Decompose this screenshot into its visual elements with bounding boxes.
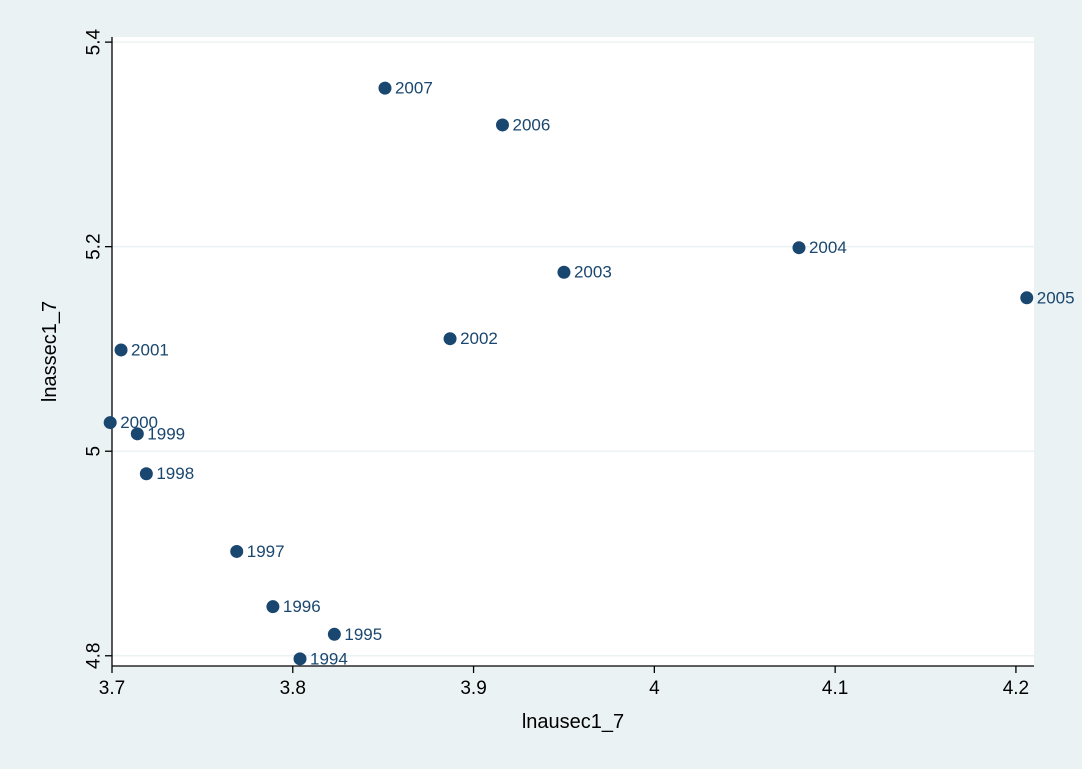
y-axis-ticks: 4.8 5 5.2 5.4 [84, 28, 112, 669]
point-label-2000: 2000 [120, 413, 158, 432]
data-point-2005 [1020, 291, 1034, 305]
data-point-2000 [103, 416, 117, 430]
data-point-2002 [443, 332, 457, 346]
y-tick-label: 5 [84, 446, 105, 457]
x-tick-label: 3.8 [280, 678, 306, 699]
point-label-1994: 1994 [310, 649, 348, 668]
data-point-1996 [266, 600, 280, 614]
point-label-2001: 2001 [131, 340, 169, 359]
data-point-2006 [495, 118, 509, 132]
x-tick-label: 3.9 [460, 678, 486, 699]
point-label-2002: 2002 [460, 329, 498, 348]
data-point-1999 [130, 427, 144, 441]
point-label-1996: 1996 [283, 597, 321, 616]
x-tick-label: 4.1 [822, 678, 848, 699]
point-label-2006: 2006 [512, 115, 550, 134]
x-axis-title: lnausec1_7 [522, 711, 624, 733]
y-tick-label: 5.2 [84, 233, 105, 259]
data-point-1994 [293, 652, 307, 666]
point-label-2007: 2007 [395, 79, 433, 98]
plot-area [112, 37, 1034, 666]
data-point-2004 [792, 241, 806, 255]
data-point-2003 [557, 265, 571, 279]
data-point-1995 [327, 627, 341, 641]
grid-lines [112, 41, 1034, 657]
point-label-2004: 2004 [809, 238, 847, 257]
point-label-2003: 2003 [574, 263, 612, 282]
data-point-2007 [378, 81, 392, 95]
point-label-1998: 1998 [156, 464, 194, 483]
data-point-1997 [230, 544, 244, 558]
x-tick-label: 4 [649, 678, 660, 699]
data-point-1998 [139, 467, 153, 481]
point-label-2005: 2005 [1037, 288, 1075, 307]
point-label-1997: 1997 [247, 542, 285, 561]
data-point-2001 [114, 343, 128, 357]
x-tick-label: 4.2 [1003, 678, 1029, 699]
point-label-1995: 1995 [344, 625, 382, 644]
y-tick-label: 4.8 [84, 643, 105, 669]
y-axis-title: lnassec1_7 [39, 301, 61, 402]
x-tick-label: 3.7 [99, 678, 125, 699]
x-axis-ticks: 3.7 3.8 3.9 4 4.1 4.2 [99, 666, 1029, 699]
y-tick-label: 5.4 [84, 28, 105, 55]
point-label-1999: 1999 [147, 424, 185, 443]
